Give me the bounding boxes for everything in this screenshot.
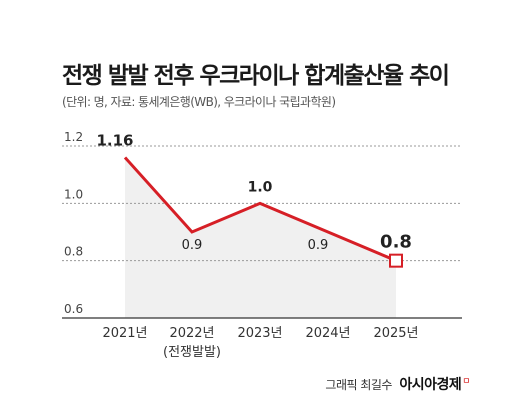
series-line <box>123 156 397 263</box>
brand-logo: 아시아경제 <box>399 377 462 393</box>
y-tick-label: 1.0 <box>64 187 83 201</box>
data-label: 1.16 <box>96 131 133 149</box>
data-label: 0.9 <box>182 238 203 253</box>
chart-title: 전쟁 발발 전후 우크라이나 합계출산율 추이 <box>62 63 450 89</box>
y-tick-label: 0.6 <box>64 302 83 316</box>
x-tick-label: 2022년 <box>169 326 214 341</box>
data-point-marker <box>389 253 403 268</box>
data-label: 0.9 <box>308 238 329 253</box>
x-tick-label: 2021년 <box>102 326 147 341</box>
area-fill <box>125 157 396 318</box>
y-tick-label: 1.2 <box>64 130 83 144</box>
data-label: 1.0 <box>248 179 273 195</box>
x-tick-note: (전쟁발발) <box>163 345 221 360</box>
footer-credit: 그래픽 최길수 아시아경제ㅁ <box>325 374 470 394</box>
data-label: 0.8 <box>380 232 412 253</box>
x-tick-label: 2023년 <box>237 326 282 341</box>
y-tick-label: 0.8 <box>64 245 83 259</box>
brand-mark-icon: ㅁ <box>462 377 470 387</box>
x-tick-label: 2024년 <box>305 326 350 341</box>
x-tick-label: 2025년 <box>373 326 418 341</box>
chart-source-note: (단위: 명, 자료: 통세계은행(WB), 우크라이나 국립과학원) <box>62 95 336 109</box>
graphic-credit: 그래픽 최길수 <box>325 378 392 392</box>
